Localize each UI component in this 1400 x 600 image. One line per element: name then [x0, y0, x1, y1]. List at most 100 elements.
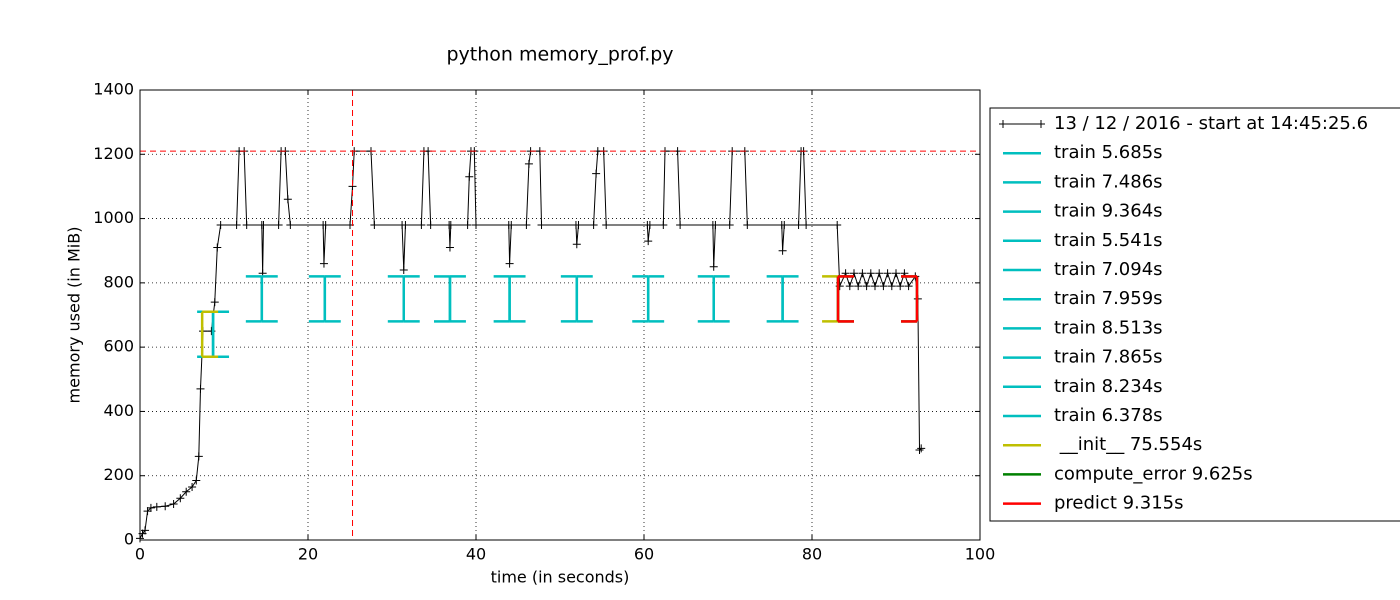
sample-marker	[866, 269, 875, 278]
sample-marker	[417, 221, 426, 229]
legend-label: train 7.865s	[1054, 347, 1163, 368]
legend-label: train 9.364s	[1054, 201, 1163, 222]
sample-marker	[602, 221, 611, 229]
sample-marker	[401, 221, 410, 229]
y-tick-label: 200	[103, 465, 134, 484]
sample-marker	[192, 476, 201, 485]
y-axis-label: memory used (in MiB)	[65, 227, 84, 404]
sample-marker	[242, 221, 251, 229]
sample-marker	[210, 298, 219, 307]
sample-marker	[845, 282, 854, 291]
legend-label: train 5.541s	[1054, 230, 1163, 251]
legend-label: train 7.486s	[1054, 171, 1163, 192]
sample-marker	[472, 221, 480, 229]
sample-marker	[216, 221, 225, 229]
sample-marker	[505, 259, 514, 268]
sample-marker	[446, 221, 455, 229]
sample-marker	[143, 507, 152, 516]
sample-marker	[286, 221, 295, 229]
sample-marker	[259, 221, 268, 229]
plot-frame	[139, 89, 981, 541]
x-tick-label: 60	[634, 545, 654, 564]
sample-marker	[176, 494, 185, 503]
sample-marker	[711, 221, 720, 229]
plot-area	[140, 90, 980, 540]
sample-marker	[875, 269, 884, 278]
sample-marker	[522, 221, 531, 229]
legend-label: 13 / 12 / 2016 - start at 14:45:25.6	[1054, 113, 1368, 134]
sample-marker	[445, 243, 454, 252]
y-tick-label: 1200	[93, 144, 134, 163]
legend-label: train 8.234s	[1054, 376, 1163, 397]
legend-label: train 5.685s	[1054, 142, 1163, 163]
sample-marker	[917, 444, 926, 453]
sample-marker	[524, 159, 533, 168]
y-tick-label: 600	[103, 337, 134, 356]
sample-marker	[858, 269, 867, 278]
legend-label: predict 9.315s	[1054, 493, 1184, 514]
legend-label: train 7.959s	[1054, 288, 1163, 309]
sample-marker	[232, 221, 241, 229]
sample-marker	[725, 221, 734, 229]
sample-marker	[146, 503, 155, 512]
sample-marker	[862, 282, 871, 291]
sample-marker	[507, 221, 516, 229]
sample-marker	[537, 221, 546, 229]
x-tick-label: 0	[135, 545, 145, 564]
sample-marker	[213, 243, 222, 252]
sample-marker	[321, 221, 330, 229]
sample-marker	[194, 452, 203, 461]
x-tick-label: 40	[466, 545, 486, 564]
y-tick-label: 0	[124, 530, 134, 549]
sample-marker	[426, 221, 435, 229]
legend: 13 / 12 / 2016 - start at 14:45:25.6 trai…	[989, 107, 1400, 522]
sample-marker	[802, 221, 811, 229]
sample-marker	[283, 195, 292, 204]
legend-label: compute_error 9.625s	[1054, 463, 1253, 484]
x-tick-label: 100	[965, 545, 996, 564]
legend-box	[989, 107, 1400, 522]
sample-marker	[196, 384, 205, 393]
sample-marker	[152, 502, 161, 511]
sample-marker	[659, 221, 668, 229]
sample-marker	[915, 446, 924, 454]
legend-marker	[1037, 120, 1045, 128]
x-axis-label: time (in seconds)	[491, 568, 630, 587]
sample-marker	[896, 282, 905, 291]
sample-marker	[370, 221, 379, 229]
sample-marker	[399, 266, 408, 274]
sample-marker	[854, 282, 863, 291]
sample-marker	[319, 259, 328, 268]
sample-marker	[883, 269, 892, 278]
legend-marker	[999, 120, 1007, 128]
legend-label: train 6.378s	[1054, 405, 1163, 426]
sample-marker	[169, 500, 178, 508]
sample-marker	[892, 269, 900, 278]
sample-marker	[463, 221, 472, 229]
legend-label: __init__ 75.554s	[1054, 434, 1202, 455]
sample-marker	[879, 282, 888, 291]
sample-marker	[833, 221, 842, 229]
sample-marker	[465, 172, 474, 181]
x-tick-label: 80	[802, 545, 822, 564]
y-tick-label: 800	[103, 272, 134, 291]
y-tick-label: 400	[103, 401, 134, 420]
sample-marker	[871, 282, 879, 291]
sample-marker	[188, 482, 197, 491]
sample-marker	[141, 526, 150, 535]
sample-marker	[676, 221, 685, 229]
sample-marker	[778, 246, 787, 255]
y-tick-label: 1000	[93, 208, 134, 227]
sample-marker	[644, 237, 653, 246]
sample-marker	[645, 221, 654, 229]
legend-label: train 7.094s	[1054, 259, 1163, 280]
legend-label: train 8.513s	[1054, 317, 1163, 338]
sample-marker	[709, 262, 718, 271]
sample-marker	[904, 282, 913, 291]
sample-marker	[589, 221, 598, 229]
sample-marker	[794, 221, 803, 229]
sample-marker	[592, 169, 601, 178]
sample-marker	[780, 221, 789, 229]
x-tick-label: 20	[298, 545, 318, 564]
